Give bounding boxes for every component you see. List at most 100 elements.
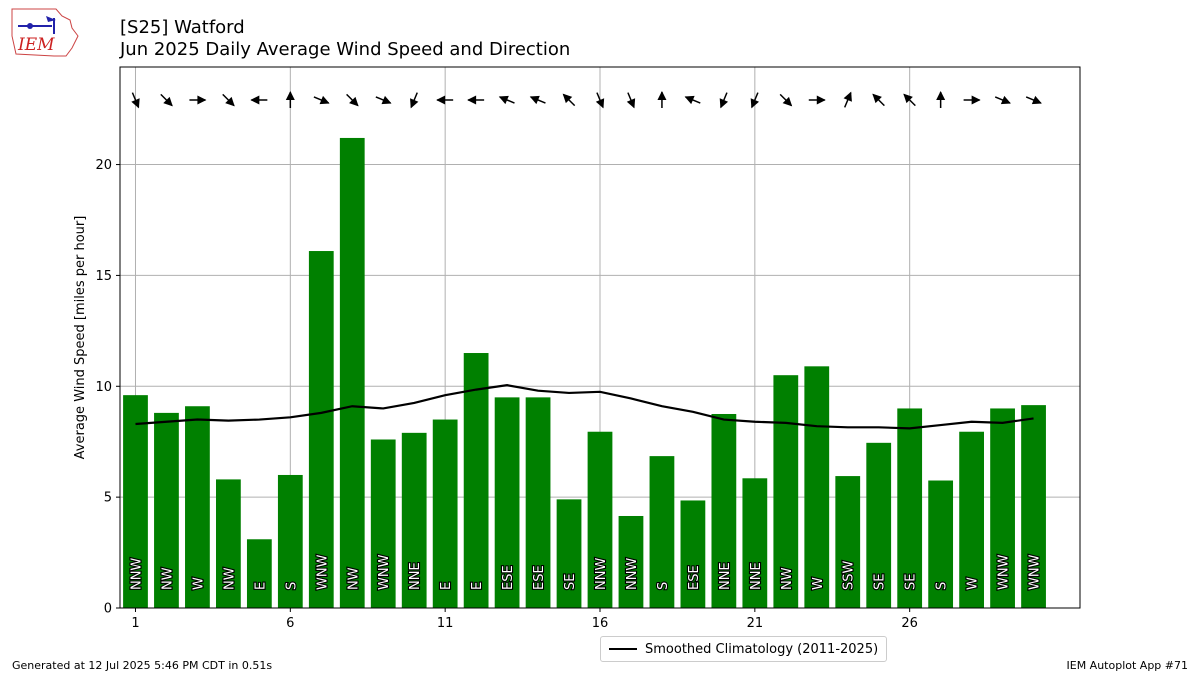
iem-logo: IEM [11,8,79,57]
bar [649,456,675,608]
wind-arrow [529,95,546,105]
wind-arrow [750,92,759,109]
bar [742,478,768,608]
bar [1021,405,1046,608]
chart-legend: Smoothed Climatology (2011-2025) [600,636,888,662]
x-tick-label: 26 [901,616,918,631]
x-tick-label: 16 [592,616,609,631]
bar [246,539,272,608]
bar [277,474,303,608]
direction-label: S [284,582,299,590]
direction-label: NNE [408,562,423,590]
legend-line-swatch [609,648,637,650]
direction-label: WNW [1028,554,1043,590]
climatology-line-group [135,384,1034,430]
direction-label: ESE [532,565,547,590]
y-tick-label: 20 [95,158,112,173]
bar [680,500,706,608]
wind-arrow [436,95,454,105]
wind-arrow [1025,95,1042,105]
bar [123,395,148,608]
bar [804,366,830,608]
wind-arrow [562,93,576,107]
direction-label: NNE [749,562,764,590]
direction-label: SE [873,574,888,590]
wind-arrow [498,95,515,105]
bar [432,419,458,608]
bar [990,408,1015,608]
direction-label: WNW [315,554,330,590]
direction-label: NNW [594,558,609,590]
wind-arrow [160,93,173,107]
chart-title-station: [S25] Watford [120,17,245,38]
bar [897,408,923,608]
bar [928,480,954,608]
x-tick-label: 6 [286,616,294,631]
wind-arrow [375,95,392,105]
wind-arrow [410,92,419,109]
wind-arrow [467,95,485,105]
y-tick-label: 5 [104,491,112,506]
climatology-line [135,384,1034,430]
wind-arrow [657,91,667,108]
bar [216,479,241,608]
direction-label: W [811,577,826,590]
x-tick-label: 11 [437,616,454,631]
wind-arrow [313,95,330,105]
bar [618,515,644,608]
direction-label: WNW [997,554,1012,590]
y-tick-label: 15 [95,269,112,284]
wind-arrow [808,95,826,105]
bar [587,431,613,608]
bar [525,397,551,608]
wind-arrow [779,93,793,107]
direction-label: W [191,577,206,590]
direction-label: NNW [129,558,144,590]
bar [773,375,799,608]
bar [835,476,861,608]
bar [154,412,179,608]
bar [185,406,210,608]
wind-arrow [684,95,701,105]
direction-label: ESE [687,565,702,590]
wind-arrow [222,93,235,107]
logo-lettering: IEM [17,35,55,55]
wind-arrow [346,93,359,107]
bar [866,442,892,608]
wind-arrow [843,91,852,108]
direction-label: ESE [501,565,516,590]
direction-labels: NNW NW W NW E S WNW NW WNW NNE E E ESE ESE SE NNW NNW S ES… [128,553,1043,591]
bar [339,137,365,609]
direction-label: E [439,582,454,590]
wind-arrow [595,92,605,109]
bar [494,397,520,608]
wind-arrow [719,92,729,109]
generated-note: Generated at 12 Jul 2025 5:46 PM CDT in … [12,659,273,672]
app-note: IEM Autoplot App #71 [1066,659,1189,672]
direction-label: NW [780,567,795,590]
wind-arrow [250,95,268,105]
wind-arrow [189,95,207,105]
wind-arrow [994,95,1011,105]
y-tick-label: 0 [104,602,112,617]
direction-label: NW [160,567,175,590]
wind-arrow [963,95,981,105]
wind-arrow [872,93,885,107]
direction-label: SE [904,574,919,590]
bar [463,353,489,608]
wind-arrow [936,91,946,108]
bar [959,431,984,608]
direction-label: S [935,582,950,590]
x-tick-label: 1 [131,616,139,631]
wind-arrow [131,92,140,109]
direction-label: E [253,582,268,590]
legend-label-climatology: Smoothed Climatology (2011-2025) [645,641,879,657]
direction-label: NW [346,567,361,590]
wind-arrow [626,92,636,109]
direction-label: SSW [842,560,857,590]
wind-arrow [903,93,916,107]
direction-label: NNW [625,558,640,590]
y-axis-label: Average Wind Speed [miles per hour] [73,216,88,460]
bar [401,432,427,608]
